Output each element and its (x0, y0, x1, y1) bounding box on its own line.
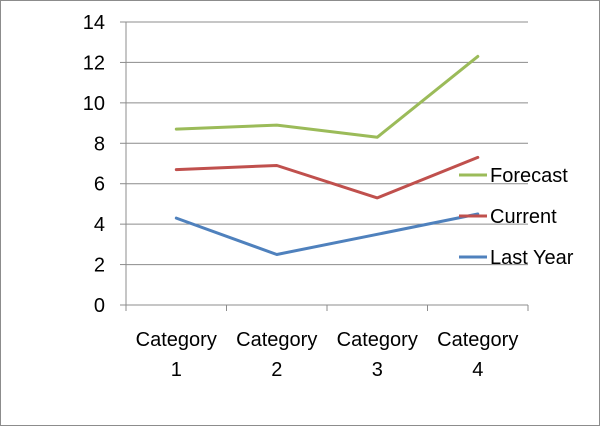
y-tick-label: 8 (94, 133, 105, 155)
legend-label: Last Year (490, 247, 574, 269)
x-category-label-line: Category (236, 329, 317, 351)
series-line-forecast (174, 54, 480, 139)
x-category-label-line: 2 (271, 359, 282, 381)
x-category-label-line: 1 (171, 359, 182, 381)
y-tick-label: 4 (94, 214, 105, 236)
x-category-label-line: Category (337, 329, 418, 351)
x-category-label-line: 3 (372, 359, 383, 381)
y-tick-label: 6 (94, 174, 105, 196)
legend-label: Forecast (490, 165, 568, 187)
x-category-label-line: Category (136, 329, 217, 351)
y-tick-label: 2 (94, 255, 105, 277)
x-category-label: Category 1 (136, 329, 217, 381)
y-tick-label: 12 (83, 52, 105, 74)
y-tick-label: 10 (83, 93, 105, 115)
x-category-label: Category 3 (337, 329, 418, 381)
y-tick-label: 0 (94, 295, 105, 317)
x-axis-category-labels: Category 1 Category 2 Category 3 Category 4 (136, 329, 519, 381)
y-axis-tick-labels: 0 2 4 6 8 10 12 14 (83, 12, 105, 317)
series-lines (174, 54, 480, 256)
x-category-label: Category 4 (437, 329, 518, 381)
x-category-label-line: Category (437, 329, 518, 351)
legend: Forecast Current Last Year (459, 165, 574, 269)
x-category-label-line: 4 (472, 359, 483, 381)
series-line-current (174, 155, 480, 200)
series-line-last-year (174, 212, 480, 256)
gridlines (126, 21, 528, 266)
x-category-label: Category 2 (236, 329, 317, 381)
axes (120, 21, 529, 311)
legend-label: Current (490, 206, 557, 228)
y-tick-label: 14 (83, 12, 105, 34)
